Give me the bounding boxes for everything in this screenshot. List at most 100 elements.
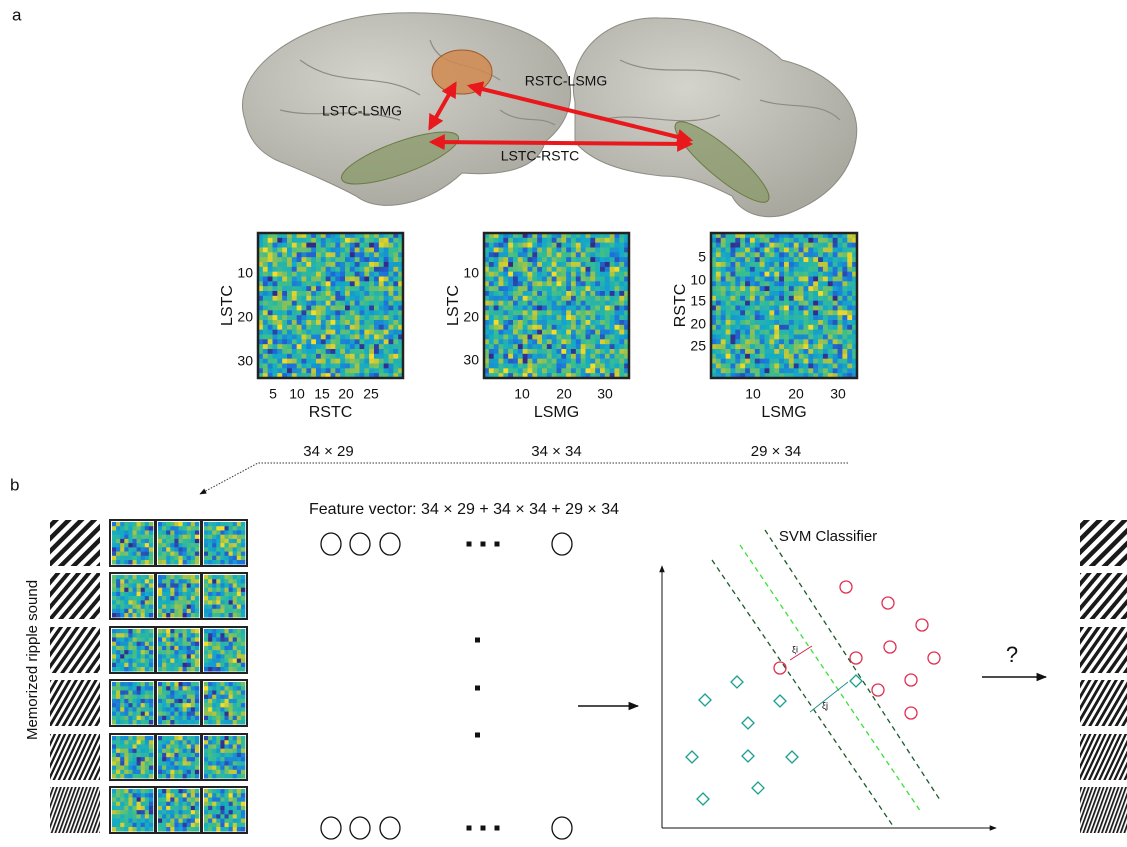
heatmap-cell xyxy=(335,262,340,267)
thumbnail-cell xyxy=(216,629,220,634)
thumbnail-cell xyxy=(145,736,149,741)
heatmap-cell xyxy=(321,364,326,369)
thumbnail-cell xyxy=(166,774,170,779)
heatmap-cell xyxy=(503,310,508,315)
thumbnail-cell xyxy=(212,695,216,700)
heatmap-cell xyxy=(726,267,731,272)
thumbnail-cell xyxy=(137,600,141,605)
heatmap-cell xyxy=(508,296,513,301)
heatmap-cell xyxy=(379,306,384,311)
thumbnail-cell xyxy=(220,556,224,561)
thumbnail-cell xyxy=(229,827,233,832)
heatmap-cell xyxy=(581,248,586,253)
thumbnail-cell xyxy=(225,535,229,540)
thumbnail-cell xyxy=(191,613,195,618)
heatmap-cell xyxy=(561,315,566,320)
thumbnail-cell xyxy=(216,819,220,824)
heatmap-cell xyxy=(721,257,726,262)
thumbnail-cell xyxy=(158,720,162,725)
heatmap-cell xyxy=(518,238,523,243)
thumbnail-cell xyxy=(220,740,224,745)
thumbnail-cell xyxy=(229,583,233,588)
heatmap-cell xyxy=(292,281,297,286)
heatmap-cell xyxy=(523,335,528,340)
heatmap-cell xyxy=(552,252,557,257)
heatmap-cell xyxy=(537,320,542,325)
heatmap-cell xyxy=(828,349,833,354)
thumbnail-cell xyxy=(241,695,245,700)
heatmap-cell xyxy=(263,238,268,243)
heatmap-cell xyxy=(803,310,808,315)
heatmap-cell xyxy=(590,339,595,344)
heatmap-cell xyxy=(518,364,523,369)
thumbnail-cell xyxy=(116,605,120,610)
thumbnail-cell xyxy=(204,699,208,704)
heatmap-cell xyxy=(808,296,813,301)
thumbnail-cell xyxy=(120,663,124,668)
thumbnail-cell xyxy=(124,552,128,557)
heatmap-cell xyxy=(326,349,331,354)
thumbnail-cell xyxy=(229,642,233,647)
heatmap-cell xyxy=(561,330,566,335)
heatmap-cell xyxy=(610,238,615,243)
thumbnail-cell xyxy=(229,526,233,531)
heatmap-cell xyxy=(389,301,394,306)
thumbnail-cell xyxy=(174,740,178,745)
thumbnail-cell xyxy=(220,770,224,775)
heatmap-cell xyxy=(316,286,321,291)
heatmap-cell xyxy=(813,310,818,315)
thumbnail-cell xyxy=(166,522,170,527)
thumbnail-cell xyxy=(158,810,162,815)
heatmap-cell xyxy=(779,310,784,315)
thumbnail-cell xyxy=(166,547,170,552)
thumbnail xyxy=(112,629,153,672)
heatmap-cell xyxy=(547,364,552,369)
heatmap-cell xyxy=(302,306,307,311)
heatmap-cell xyxy=(369,359,374,364)
heatmap-cell xyxy=(600,325,605,330)
heatmap-cell xyxy=(513,267,518,272)
heatmap-cell xyxy=(794,238,799,243)
heatmap-cell xyxy=(523,257,528,262)
thumbnail-cell xyxy=(162,690,166,695)
heatmap-cell xyxy=(610,267,615,272)
heatmap-cell xyxy=(523,315,528,320)
thumbnail-cell xyxy=(241,806,245,811)
thumbnail-cell xyxy=(145,682,149,687)
thumbnail-cell xyxy=(145,646,149,651)
thumbnail-cell xyxy=(204,740,208,745)
heatmap-cell xyxy=(542,296,547,301)
heatmap-cell xyxy=(374,320,379,325)
heatmap-cell xyxy=(847,252,852,257)
thumbnail-cell xyxy=(229,819,233,824)
thumbnail-cell xyxy=(208,712,212,717)
heatmap-cell xyxy=(847,286,852,291)
thumbnail-cell xyxy=(141,770,145,775)
heatmap-cell xyxy=(306,286,311,291)
heatmap-cell xyxy=(263,330,268,335)
heatmap-cell xyxy=(784,296,789,301)
heatmap-cell xyxy=(302,281,307,286)
heatmap-cell xyxy=(600,286,605,291)
heatmap-cell xyxy=(619,262,624,267)
heatmap-cell xyxy=(494,252,499,257)
thumbnail-cell xyxy=(187,814,191,819)
heatmap-cell xyxy=(263,335,268,340)
thumbnail-cell xyxy=(124,686,128,691)
heatmap-cell xyxy=(518,339,523,344)
heatmap-cell xyxy=(557,306,562,311)
heatmap-cell xyxy=(552,277,557,282)
heatmap-cell xyxy=(726,359,731,364)
heatmap-cell xyxy=(769,272,774,277)
heatmap-cell xyxy=(311,291,316,296)
thumbnail-cell xyxy=(237,588,241,593)
thumbnail-cell xyxy=(179,633,183,638)
heatmap-cell xyxy=(605,364,610,369)
thumbnail-cell xyxy=(120,522,124,527)
thumbnail-cell xyxy=(212,650,216,655)
heatmap-cell xyxy=(523,267,528,272)
thumbnail-cell xyxy=(133,744,137,749)
heatmap-cell xyxy=(755,354,760,359)
heatmap-cell xyxy=(595,277,600,282)
heatmap-cell xyxy=(760,286,765,291)
